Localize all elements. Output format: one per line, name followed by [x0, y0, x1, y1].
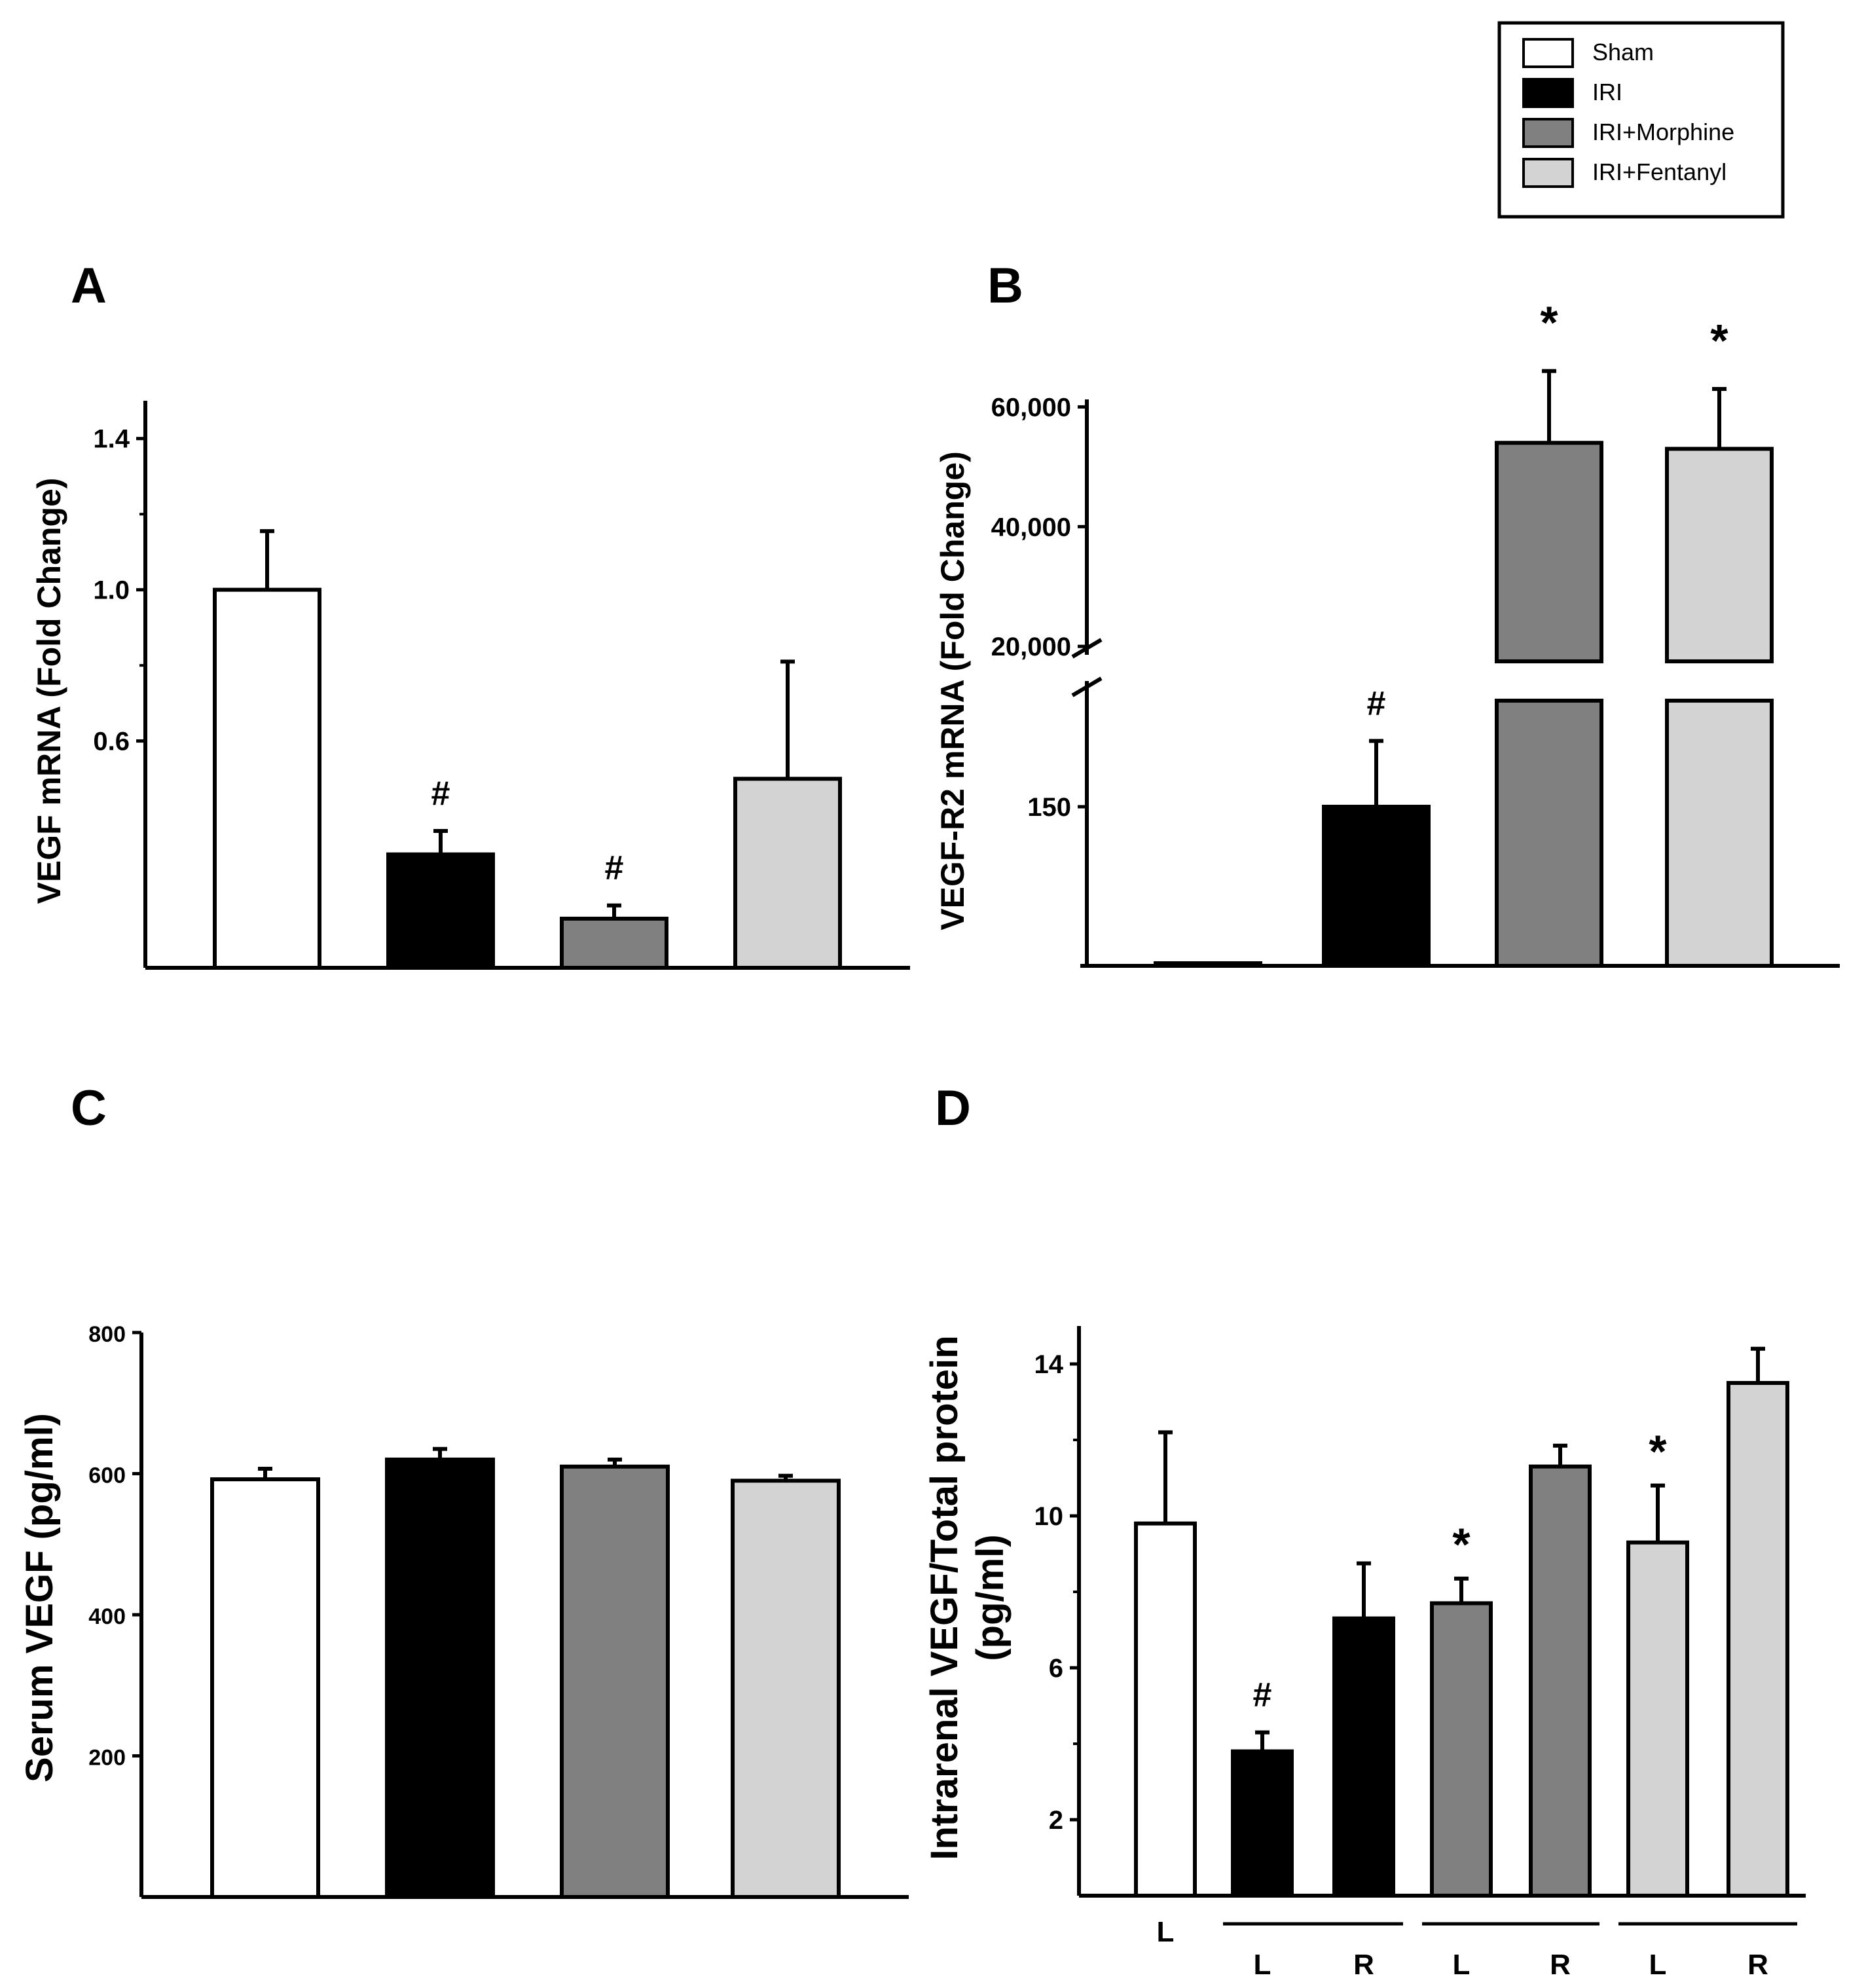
x-tick-label-d: L	[1254, 1949, 1271, 1981]
bar-a	[560, 916, 668, 970]
legend-swatch-sham	[1522, 38, 1574, 68]
bar-d	[1727, 1381, 1789, 1898]
y-tick-label-b: 150	[1027, 793, 1071, 822]
legend-swatch-morphine	[1522, 118, 1574, 148]
bar-d	[1430, 1601, 1493, 1898]
bar-c	[210, 1477, 320, 1900]
y-tick-label-d: 6	[1049, 1654, 1063, 1683]
panel-label-b: B	[987, 258, 1023, 314]
legend: Sham IRI IRI+Morphine IRI+Fentanyl	[1497, 21, 1785, 219]
annotation-d: #	[1253, 1676, 1272, 1714]
bar-b-lower	[1665, 699, 1774, 968]
y-tick-label-d: 2	[1049, 1806, 1063, 1835]
axis-break-mark-b	[1071, 676, 1103, 697]
x-tick-label-d: R	[1747, 1949, 1768, 1981]
legend-label-sham: Sham	[1592, 39, 1654, 65]
ylabel-d-line1: Intrarenal VEGF/Total protein	[923, 1335, 966, 1860]
panel-label-d: D	[935, 1080, 971, 1136]
legend-label-morphine: IRI+Morphine	[1592, 119, 1734, 145]
bar-b	[1154, 961, 1262, 968]
bar-a	[213, 587, 321, 970]
axis-break-mark-b	[1071, 638, 1103, 659]
x-tick-label-d: L	[1453, 1949, 1471, 1981]
annotation-d: *	[1649, 1426, 1667, 1477]
bar-c	[560, 1464, 670, 1900]
plots: 0.6 1.0 1.4 # #200 400 600 800 2 6 10 14 # * * L L R L R L R 1…	[88, 297, 1840, 1981]
bar-b	[1322, 805, 1431, 968]
legend-swatch-iri	[1522, 78, 1574, 108]
bar-c	[385, 1457, 495, 1899]
y-tick-label-c: 200	[88, 1746, 126, 1771]
y-tick-label-c: 600	[88, 1463, 126, 1488]
panel-label-c: C	[71, 1080, 107, 1136]
annotation-b: *	[1540, 297, 1558, 348]
y-tick-label-b: 40,000	[991, 513, 1071, 542]
bar-d	[1626, 1540, 1689, 1898]
x-tick-label-d: R	[1550, 1949, 1571, 1981]
y-tick-label-c: 400	[88, 1604, 126, 1629]
y-tick-label-b: 60,000	[991, 393, 1071, 422]
bar-b-lower	[1495, 699, 1603, 968]
bar-b-upper	[1495, 441, 1603, 663]
legend-swatch-fentanyl	[1522, 158, 1574, 188]
bar-d	[1332, 1616, 1395, 1898]
annotation-a: #	[431, 775, 450, 813]
bar-d	[1134, 1521, 1197, 1898]
bar-d	[1231, 1749, 1294, 1898]
y-tick-label-a: 0.6	[93, 727, 130, 756]
bar-a	[386, 852, 495, 970]
y-tick-label-b: 20,000	[991, 633, 1071, 661]
legend-label-iri: IRI	[1592, 79, 1622, 105]
panel-label-a: A	[71, 258, 107, 314]
ylabel-b: VEGF-R2 mRNA (Fold Change)	[934, 451, 971, 930]
annotation-b: *	[1710, 315, 1728, 366]
annotation-a: #	[605, 849, 624, 887]
ylabel-a: VEGF mRNA (Fold Change)	[31, 478, 67, 904]
legend-label-fentanyl: IRI+Fentanyl	[1592, 158, 1727, 185]
annotation-b: #	[1367, 685, 1386, 723]
bar-b-upper	[1665, 447, 1774, 664]
x-tick-label-d: L	[1649, 1949, 1667, 1981]
bar-d	[1529, 1464, 1592, 1898]
y-tick-label-d: 10	[1034, 1502, 1064, 1531]
ylabel-d-line2: (pg/ml)	[969, 1534, 1012, 1661]
ylabel-c: Serum VEGF (pg/ml)	[18, 1413, 61, 1782]
bar-a	[733, 777, 842, 970]
bar-c	[731, 1479, 841, 1899]
y-tick-label-a: 1.0	[93, 576, 130, 605]
x-tick-label-d: L	[1157, 1916, 1175, 1948]
y-tick-label-a: 1.4	[93, 425, 130, 454]
y-tick-label-c: 800	[88, 1322, 126, 1347]
y-tick-label-d: 14	[1034, 1350, 1064, 1379]
x-tick-label-d: R	[1353, 1949, 1374, 1981]
annotation-d: *	[1452, 1519, 1471, 1570]
